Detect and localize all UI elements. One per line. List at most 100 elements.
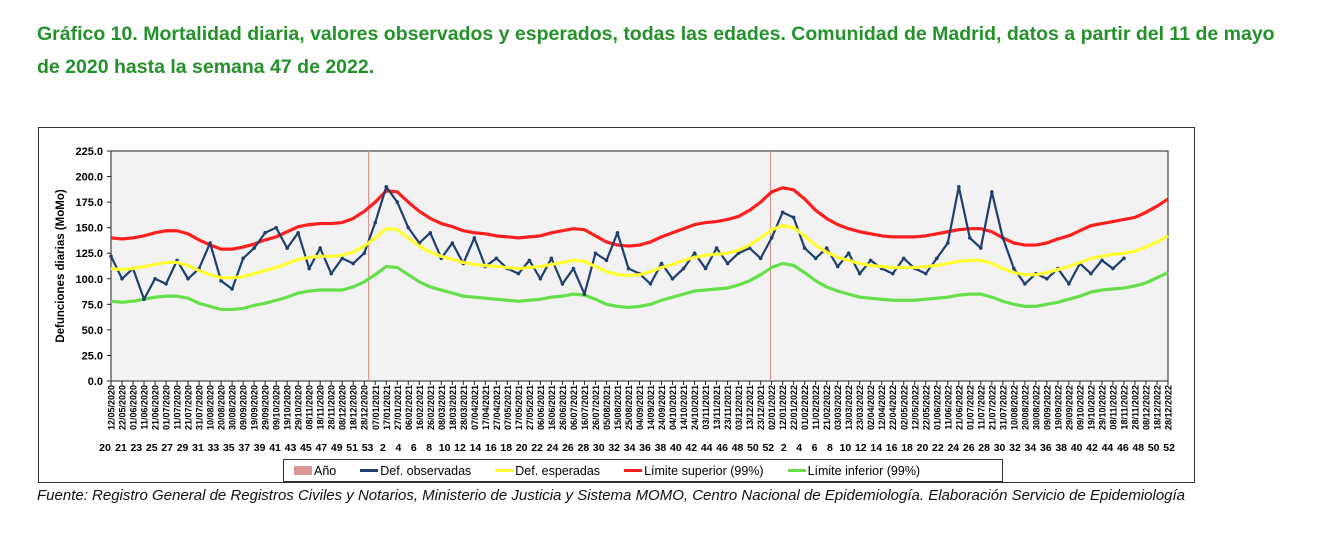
- x-week-label: 8: [426, 442, 432, 454]
- observed-point: [252, 246, 256, 250]
- x-date-label: 28/12/2020: [360, 385, 370, 430]
- x-date-label: 22/04/2022: [888, 385, 898, 430]
- observed-point: [384, 184, 389, 189]
- observed-point: [1045, 276, 1049, 281]
- observed-point: [692, 251, 697, 256]
- observed-point: [186, 276, 190, 281]
- observed-point: [890, 271, 895, 276]
- observed-point: [307, 266, 311, 271]
- observed-point: [857, 271, 862, 276]
- x-date-label: 29/10/2020: [294, 385, 304, 430]
- x-date-label: 17/04/2021: [481, 385, 491, 430]
- x-week-label: 46: [1117, 442, 1129, 454]
- x-week-label: 8: [827, 442, 833, 454]
- x-date-label: 09/10/2020: [272, 385, 282, 430]
- legend-swatch: [294, 466, 312, 475]
- observed-point: [868, 258, 873, 263]
- legend-swatch: [787, 469, 806, 472]
- observed-point: [945, 241, 950, 245]
- x-week-label: 46: [716, 442, 728, 454]
- x-date-label: 17/01/2021: [382, 385, 392, 430]
- x-week-label: 44: [1102, 442, 1114, 454]
- x-week-label: 36: [639, 442, 651, 454]
- observed-point: [824, 246, 829, 250]
- legend-label: Def. observadas: [380, 463, 472, 478]
- observed-point: [979, 246, 983, 250]
- observed-point: [648, 282, 653, 286]
- x-date-label: 04/10/2021: [668, 385, 678, 430]
- x-week-label: 32: [1009, 442, 1021, 454]
- x-date-label: 11/02/2022: [811, 385, 821, 430]
- x-date-label: 20/08/2020: [217, 385, 227, 430]
- x-week-label: 27: [161, 442, 173, 454]
- y-tick-label: 125.0: [75, 248, 103, 260]
- observed-point: [780, 210, 785, 215]
- y-tick-label: 150.0: [75, 223, 103, 235]
- observed-point: [549, 256, 554, 261]
- x-week-label: 28: [578, 442, 590, 454]
- observed-point: [516, 271, 521, 276]
- x-week-label: 36: [1040, 442, 1052, 454]
- x-date-label: 19/10/2020: [283, 385, 293, 430]
- x-week-label: 6: [812, 442, 818, 454]
- legend-swatch: [360, 469, 379, 472]
- observed-point: [560, 282, 565, 286]
- x-date-label: 05/08/2021: [602, 385, 612, 430]
- x-week-label: 22: [531, 442, 543, 454]
- y-tick-label: 100.0: [75, 274, 103, 286]
- x-week-label: 42: [685, 442, 697, 454]
- x-week-label: 51: [346, 442, 358, 454]
- x-date-label: 28/03/2021: [459, 385, 469, 430]
- observed-point: [659, 261, 664, 266]
- x-week-label: 39: [254, 442, 266, 454]
- x-week-label: 16: [485, 442, 497, 454]
- x-date-label: 23/03/2022: [855, 385, 865, 430]
- x-week-label: 34: [1025, 442, 1037, 454]
- x-date-label: 28/12/2022: [1164, 385, 1174, 430]
- x-date-label: 13/03/2022: [844, 385, 854, 430]
- observed-point: [230, 287, 234, 291]
- x-week-label: 23: [130, 442, 142, 454]
- x-date-label: 08/12/2022: [1141, 385, 1151, 430]
- x-date-label: 19/09/2020: [250, 385, 260, 430]
- x-date-label: 03/03/2022: [833, 385, 843, 430]
- x-week-label: 24: [547, 442, 559, 454]
- x-week-label: 14: [870, 442, 882, 454]
- observed-point: [714, 246, 719, 250]
- x-date-label: 27/05/2021: [525, 385, 535, 430]
- observed-point: [1100, 258, 1104, 263]
- observed-point: [681, 266, 686, 271]
- observed-point: [362, 251, 367, 256]
- x-week-label: 10: [439, 442, 451, 454]
- x-week-label: 40: [670, 442, 682, 454]
- observed-point: [758, 256, 763, 261]
- x-date-label: 27/01/2021: [393, 385, 403, 430]
- x-date-label: 22/01/2022: [789, 385, 799, 430]
- observed-point: [1023, 282, 1027, 286]
- x-date-label: 02/04/2022: [866, 385, 876, 430]
- observed-point: [263, 230, 267, 235]
- x-week-label: 35: [223, 442, 235, 454]
- observed-point: [802, 246, 807, 250]
- x-week-label: 40: [1071, 442, 1083, 454]
- x-week-label: 34: [624, 442, 636, 454]
- x-week-label: 52: [1163, 442, 1175, 454]
- x-date-label: 07/04/2021: [470, 385, 480, 430]
- x-week-label: 53: [362, 442, 374, 454]
- x-date-label: 12/05/2020: [107, 385, 117, 430]
- x-date-label: 07/05/2021: [503, 385, 513, 430]
- x-date-label: 03/12/2021: [734, 385, 744, 430]
- x-date-label: 11/07/2020: [173, 385, 183, 430]
- x-week-label: 32: [608, 442, 620, 454]
- x-week-label: 42: [1086, 442, 1098, 454]
- observed-point: [153, 276, 157, 281]
- observed-point: [582, 292, 587, 296]
- x-week-label: 21: [115, 442, 127, 454]
- x-date-label: 11/06/2022: [943, 385, 953, 430]
- x-week-label: 25: [146, 442, 158, 454]
- x-week-label: 12: [454, 442, 466, 454]
- observed-point: [813, 256, 818, 261]
- x-date-label: 18/12/2022: [1152, 385, 1162, 430]
- x-date-label: 02/01/2022: [767, 385, 777, 430]
